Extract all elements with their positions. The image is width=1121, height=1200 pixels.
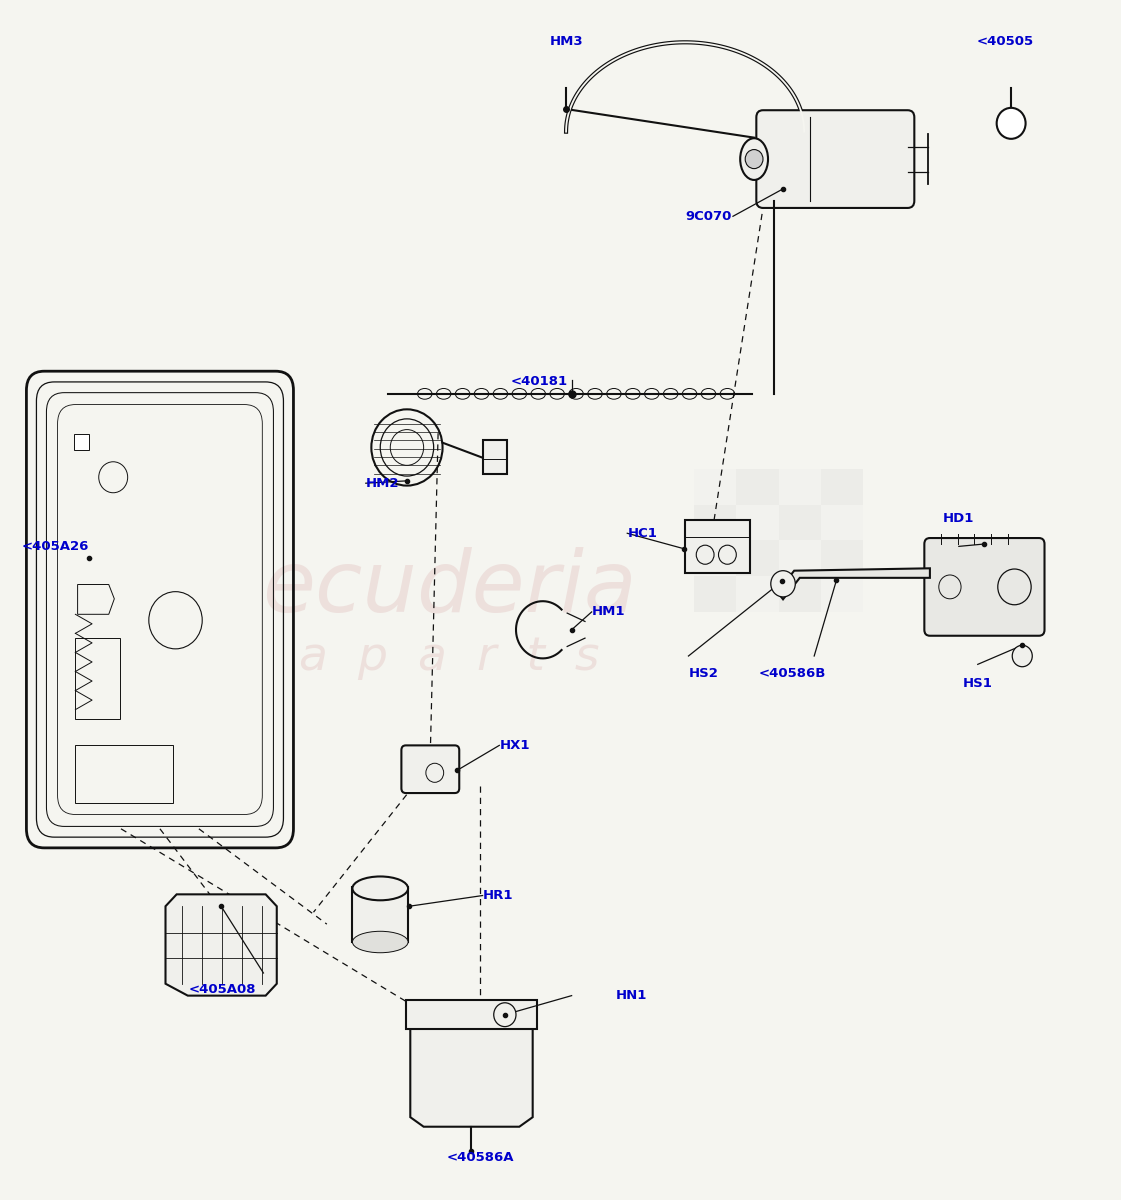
Bar xyxy=(736,505,779,540)
Bar xyxy=(74,434,89,450)
Bar xyxy=(694,576,736,612)
FancyBboxPatch shape xyxy=(757,110,915,208)
Ellipse shape xyxy=(740,138,768,180)
Text: HC1: HC1 xyxy=(628,527,657,540)
Circle shape xyxy=(493,1003,516,1027)
Bar xyxy=(779,540,821,576)
Ellipse shape xyxy=(352,931,408,953)
Ellipse shape xyxy=(352,876,408,900)
Bar xyxy=(821,576,863,612)
Bar xyxy=(406,1001,537,1030)
Polygon shape xyxy=(778,569,930,599)
Circle shape xyxy=(997,108,1026,139)
Bar xyxy=(694,540,736,576)
Circle shape xyxy=(745,150,763,169)
Bar xyxy=(75,638,120,719)
Bar xyxy=(821,505,863,540)
Text: HS2: HS2 xyxy=(688,667,719,680)
Text: <40181: <40181 xyxy=(510,376,567,389)
Text: 9C070: 9C070 xyxy=(685,210,732,223)
Bar xyxy=(483,440,507,474)
Bar xyxy=(779,505,821,540)
Text: <40505: <40505 xyxy=(978,35,1035,48)
Text: HD1: HD1 xyxy=(943,512,974,526)
Text: HX1: HX1 xyxy=(499,739,530,752)
FancyBboxPatch shape xyxy=(925,538,1045,636)
Text: HN1: HN1 xyxy=(617,989,648,1002)
FancyBboxPatch shape xyxy=(401,745,460,793)
Bar xyxy=(736,469,779,505)
Text: HM2: HM2 xyxy=(365,476,399,490)
Bar xyxy=(694,469,736,505)
Bar xyxy=(75,745,174,803)
Bar xyxy=(736,540,779,576)
Bar xyxy=(736,576,779,612)
Text: a  p  a  r  t  s: a p a r t s xyxy=(299,635,600,679)
Text: HS1: HS1 xyxy=(963,677,993,690)
Circle shape xyxy=(771,571,795,596)
Bar xyxy=(821,469,863,505)
Polygon shape xyxy=(166,894,277,996)
Bar xyxy=(694,505,736,540)
Circle shape xyxy=(1012,646,1032,667)
Text: <405A08: <405A08 xyxy=(188,983,256,996)
Bar xyxy=(685,520,750,572)
Bar xyxy=(779,469,821,505)
Text: HR1: HR1 xyxy=(483,889,513,902)
Text: <40586B: <40586B xyxy=(759,667,826,680)
Text: HM3: HM3 xyxy=(549,35,583,48)
Text: <40586A: <40586A xyxy=(446,1151,515,1164)
Polygon shape xyxy=(410,1018,532,1127)
Text: ecuderia: ecuderia xyxy=(262,546,637,630)
Bar xyxy=(779,576,821,612)
Bar xyxy=(352,887,408,942)
Text: HM1: HM1 xyxy=(592,606,626,618)
Bar xyxy=(821,540,863,576)
Text: <405A26: <405A26 xyxy=(22,540,90,553)
